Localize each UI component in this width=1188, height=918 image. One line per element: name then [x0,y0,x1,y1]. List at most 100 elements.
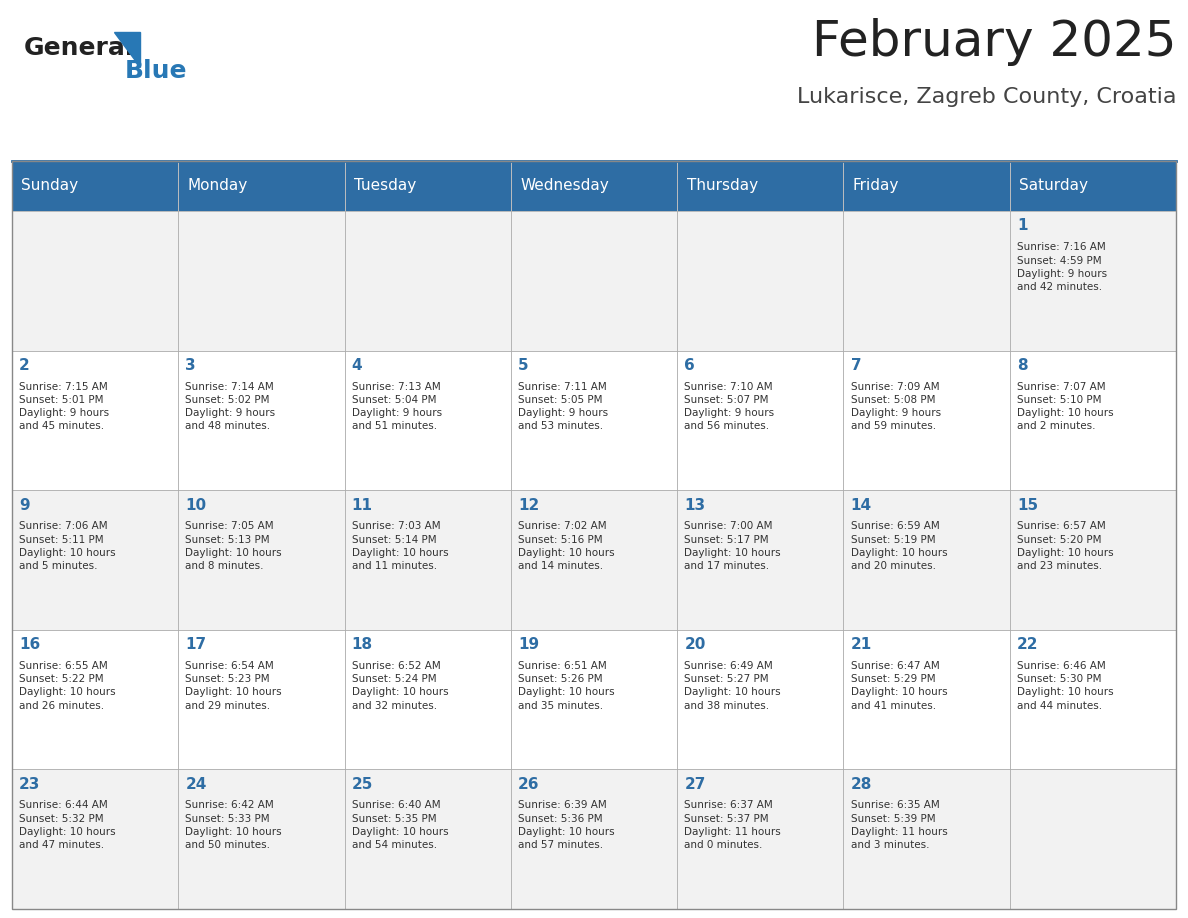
Bar [178,211,345,351]
Bar [677,769,843,909]
Text: Sunrise: 7:14 AM
Sunset: 5:02 PM
Daylight: 9 hours
and 48 minutes.: Sunrise: 7:14 AM Sunset: 5:02 PM Dayligh… [185,382,276,431]
Text: Blue: Blue [125,59,188,83]
Bar [345,161,511,211]
Bar [677,351,843,490]
Text: Wednesday: Wednesday [520,178,609,194]
Bar [511,490,677,630]
Text: Sunrise: 6:42 AM
Sunset: 5:33 PM
Daylight: 10 hours
and 50 minutes.: Sunrise: 6:42 AM Sunset: 5:33 PM Dayligh… [185,800,282,850]
Bar [1010,630,1176,769]
Bar [12,161,1176,909]
Text: 22: 22 [1017,637,1038,652]
Bar [511,211,677,351]
Text: 1: 1 [1017,218,1028,233]
Polygon shape [114,32,140,67]
Text: 2: 2 [19,358,30,373]
Bar [12,351,178,490]
Text: 26: 26 [518,777,539,791]
Text: Sunrise: 6:51 AM
Sunset: 5:26 PM
Daylight: 10 hours
and 35 minutes.: Sunrise: 6:51 AM Sunset: 5:26 PM Dayligh… [518,661,614,711]
Text: Thursday: Thursday [687,178,758,194]
Text: Sunrise: 6:40 AM
Sunset: 5:35 PM
Daylight: 10 hours
and 54 minutes.: Sunrise: 6:40 AM Sunset: 5:35 PM Dayligh… [352,800,448,850]
Text: Saturday: Saturday [1019,178,1088,194]
Bar [843,211,1010,351]
Bar [1010,769,1176,909]
Text: Sunrise: 7:05 AM
Sunset: 5:13 PM
Daylight: 10 hours
and 8 minutes.: Sunrise: 7:05 AM Sunset: 5:13 PM Dayligh… [185,521,282,571]
Bar [345,630,511,769]
Text: Sunrise: 7:06 AM
Sunset: 5:11 PM
Daylight: 10 hours
and 5 minutes.: Sunrise: 7:06 AM Sunset: 5:11 PM Dayligh… [19,521,115,571]
Text: 9: 9 [19,498,30,512]
Text: Sunrise: 6:55 AM
Sunset: 5:22 PM
Daylight: 10 hours
and 26 minutes.: Sunrise: 6:55 AM Sunset: 5:22 PM Dayligh… [19,661,115,711]
Bar [178,630,345,769]
Text: 8: 8 [1017,358,1028,373]
Bar [1010,161,1176,211]
Bar [511,161,677,211]
Text: Sunrise: 6:49 AM
Sunset: 5:27 PM
Daylight: 10 hours
and 38 minutes.: Sunrise: 6:49 AM Sunset: 5:27 PM Dayligh… [684,661,781,711]
Text: Sunrise: 6:52 AM
Sunset: 5:24 PM
Daylight: 10 hours
and 32 minutes.: Sunrise: 6:52 AM Sunset: 5:24 PM Dayligh… [352,661,448,711]
Text: 12: 12 [518,498,539,512]
Bar [677,490,843,630]
Text: Sunrise: 7:16 AM
Sunset: 4:59 PM
Daylight: 9 hours
and 42 minutes.: Sunrise: 7:16 AM Sunset: 4:59 PM Dayligh… [1017,242,1107,292]
Bar [178,161,345,211]
Text: 4: 4 [352,358,362,373]
Bar [178,769,345,909]
Text: Sunrise: 6:37 AM
Sunset: 5:37 PM
Daylight: 11 hours
and 0 minutes.: Sunrise: 6:37 AM Sunset: 5:37 PM Dayligh… [684,800,781,850]
Bar [345,351,511,490]
Text: 25: 25 [352,777,373,791]
Text: Sunrise: 6:35 AM
Sunset: 5:39 PM
Daylight: 11 hours
and 3 minutes.: Sunrise: 6:35 AM Sunset: 5:39 PM Dayligh… [851,800,947,850]
Text: 13: 13 [684,498,706,512]
Bar [511,351,677,490]
Bar [345,490,511,630]
Text: 24: 24 [185,777,207,791]
Bar [843,161,1010,211]
Text: Tuesday: Tuesday [354,178,416,194]
Text: 18: 18 [352,637,373,652]
Text: Sunrise: 6:59 AM
Sunset: 5:19 PM
Daylight: 10 hours
and 20 minutes.: Sunrise: 6:59 AM Sunset: 5:19 PM Dayligh… [851,521,947,571]
Text: Sunrise: 6:39 AM
Sunset: 5:36 PM
Daylight: 10 hours
and 57 minutes.: Sunrise: 6:39 AM Sunset: 5:36 PM Dayligh… [518,800,614,850]
Bar [843,490,1010,630]
Text: 20: 20 [684,637,706,652]
Text: Sunrise: 7:13 AM
Sunset: 5:04 PM
Daylight: 9 hours
and 51 minutes.: Sunrise: 7:13 AM Sunset: 5:04 PM Dayligh… [352,382,442,431]
Text: Sunrise: 6:54 AM
Sunset: 5:23 PM
Daylight: 10 hours
and 29 minutes.: Sunrise: 6:54 AM Sunset: 5:23 PM Dayligh… [185,661,282,711]
Text: 6: 6 [684,358,695,373]
Bar [677,630,843,769]
Text: 10: 10 [185,498,207,512]
Bar [677,161,843,211]
Bar [1010,211,1176,351]
Bar [178,351,345,490]
Bar [511,769,677,909]
Text: Sunrise: 6:47 AM
Sunset: 5:29 PM
Daylight: 10 hours
and 41 minutes.: Sunrise: 6:47 AM Sunset: 5:29 PM Dayligh… [851,661,947,711]
Text: Sunrise: 6:44 AM
Sunset: 5:32 PM
Daylight: 10 hours
and 47 minutes.: Sunrise: 6:44 AM Sunset: 5:32 PM Dayligh… [19,800,115,850]
Text: Sunrise: 7:03 AM
Sunset: 5:14 PM
Daylight: 10 hours
and 11 minutes.: Sunrise: 7:03 AM Sunset: 5:14 PM Dayligh… [352,521,448,571]
Bar [677,211,843,351]
Text: Sunrise: 7:00 AM
Sunset: 5:17 PM
Daylight: 10 hours
and 17 minutes.: Sunrise: 7:00 AM Sunset: 5:17 PM Dayligh… [684,521,781,571]
Text: Sunrise: 7:10 AM
Sunset: 5:07 PM
Daylight: 9 hours
and 56 minutes.: Sunrise: 7:10 AM Sunset: 5:07 PM Dayligh… [684,382,775,431]
Text: 28: 28 [851,777,872,791]
Text: Friday: Friday [853,178,899,194]
Text: 5: 5 [518,358,529,373]
Text: Lukarisce, Zagreb County, Croatia: Lukarisce, Zagreb County, Croatia [797,87,1176,107]
Text: 23: 23 [19,777,40,791]
Bar [12,769,178,909]
Text: Sunday: Sunday [21,178,78,194]
Text: February 2025: February 2025 [811,18,1176,66]
Text: 19: 19 [518,637,539,652]
Bar [843,769,1010,909]
Bar [843,630,1010,769]
Text: Sunrise: 6:57 AM
Sunset: 5:20 PM
Daylight: 10 hours
and 23 minutes.: Sunrise: 6:57 AM Sunset: 5:20 PM Dayligh… [1017,521,1113,571]
Text: 7: 7 [851,358,861,373]
Bar [843,351,1010,490]
Bar [12,211,178,351]
Text: Sunrise: 7:11 AM
Sunset: 5:05 PM
Daylight: 9 hours
and 53 minutes.: Sunrise: 7:11 AM Sunset: 5:05 PM Dayligh… [518,382,608,431]
Text: Sunrise: 7:09 AM
Sunset: 5:08 PM
Daylight: 9 hours
and 59 minutes.: Sunrise: 7:09 AM Sunset: 5:08 PM Dayligh… [851,382,941,431]
Bar [12,161,178,211]
Text: 27: 27 [684,777,706,791]
Bar [178,490,345,630]
Bar [345,211,511,351]
Text: 17: 17 [185,637,207,652]
Text: Monday: Monday [188,178,248,194]
Text: 14: 14 [851,498,872,512]
Bar [511,630,677,769]
Text: 15: 15 [1017,498,1038,512]
Text: Sunrise: 6:46 AM
Sunset: 5:30 PM
Daylight: 10 hours
and 44 minutes.: Sunrise: 6:46 AM Sunset: 5:30 PM Dayligh… [1017,661,1113,711]
Bar [12,630,178,769]
Bar [1010,490,1176,630]
